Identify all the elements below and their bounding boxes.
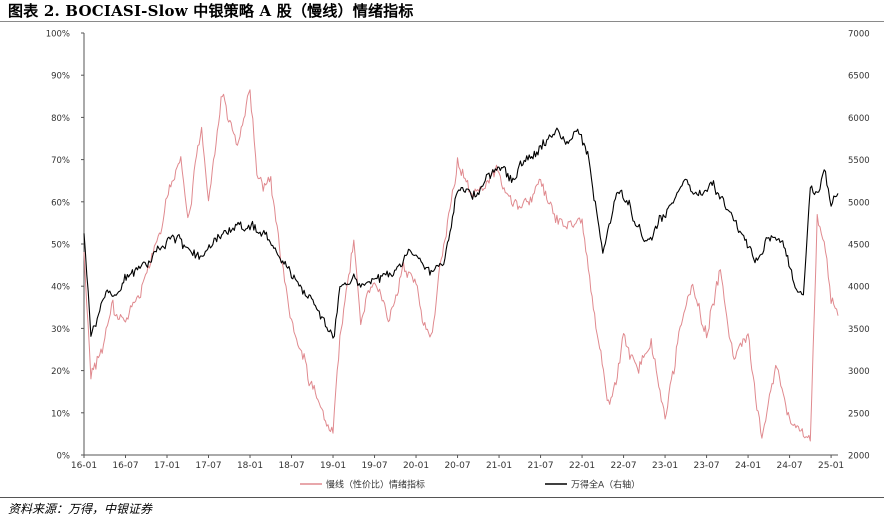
x-tick-label: 19-01 xyxy=(320,461,346,471)
footer-divider xyxy=(0,497,884,498)
x-tick-label: 17-01 xyxy=(154,461,180,471)
x-tick-label: 21-01 xyxy=(486,461,512,471)
x-tick-label: 24-07 xyxy=(776,461,802,471)
y-left-tick-label: 0% xyxy=(57,452,71,462)
y-right-tick-label: 2500 xyxy=(848,409,870,419)
x-tick-label: 16-01 xyxy=(71,461,97,471)
title-divider xyxy=(0,21,884,22)
y-left-tick-label: 80% xyxy=(51,114,70,124)
x-tick-label: 25-01 xyxy=(818,461,844,471)
x-tick-label: 22-01 xyxy=(569,461,595,471)
y-left-tick-label: 70% xyxy=(51,156,70,166)
series-line-2 xyxy=(83,127,839,339)
y-left-tick-label: 30% xyxy=(51,325,70,335)
y-left-tick-label: 90% xyxy=(51,72,70,82)
series-layer xyxy=(83,89,839,442)
chart-canvas: 0% 10% 20% 30% 40% 50% 60% 70% 80% 90% 100% 2000 250… xyxy=(46,30,870,491)
x-tick-label: 20-01 xyxy=(403,461,429,471)
legend-label-2: 万得全A（右轴） xyxy=(571,479,640,491)
y-right-tick-label: 3000 xyxy=(848,367,870,377)
x-tick-label: 16-07 xyxy=(112,461,138,471)
y-right-tick-label: 4000 xyxy=(848,283,870,293)
series-line-1 xyxy=(83,89,839,442)
y-right-tick-label: 7000 xyxy=(848,30,870,40)
x-tick-label: 19-07 xyxy=(361,461,387,471)
y-right-tick-label: 5500 xyxy=(848,156,870,166)
chart-title: 图表 2. BOCIASI-Slow 中银策略 A 股（慢线）情绪指标 xyxy=(8,2,414,20)
x-tick-label: 18-07 xyxy=(278,461,304,471)
y-right-tick-label: 6500 xyxy=(848,72,870,82)
chart-axes: 0% 10% 20% 30% 40% 50% 60% 70% 80% 90% 100% 2000 250… xyxy=(46,30,870,472)
y-left-tick-label: 20% xyxy=(51,367,70,377)
x-tick-label: 17-07 xyxy=(195,461,221,471)
x-tick-label: 23-07 xyxy=(693,461,719,471)
y-left-tick-label: 50% xyxy=(51,241,70,251)
y-left-tick-label: 40% xyxy=(51,283,70,293)
source-note: 资料来源：万得，中银证券 xyxy=(8,502,153,516)
y-right-tick-label: 4500 xyxy=(848,241,870,251)
x-tick-label: 20-07 xyxy=(444,461,470,471)
y-left-tick-label: 60% xyxy=(51,198,70,208)
y-right-tick-label: 6000 xyxy=(848,114,870,124)
y-left-tick-label: 100% xyxy=(46,30,70,40)
x-tick-label: 23-01 xyxy=(652,461,678,471)
legend-label-1: 慢线（性价比）情绪指标 xyxy=(326,479,425,491)
chart-legend: 慢线（性价比）情绪指标 万得全A（右轴） xyxy=(300,479,640,491)
y-right-tick-label: 2000 xyxy=(848,452,870,462)
y-right-tick-label: 3500 xyxy=(848,325,870,335)
x-tick-label: 18-01 xyxy=(237,461,263,471)
x-tick-label: 21-07 xyxy=(527,461,553,471)
y-right-tick-label: 5000 xyxy=(848,198,870,208)
x-tick-label: 22-07 xyxy=(610,461,636,471)
y-left-tick-label: 10% xyxy=(51,409,70,419)
x-tick-label: 24-01 xyxy=(735,461,761,471)
